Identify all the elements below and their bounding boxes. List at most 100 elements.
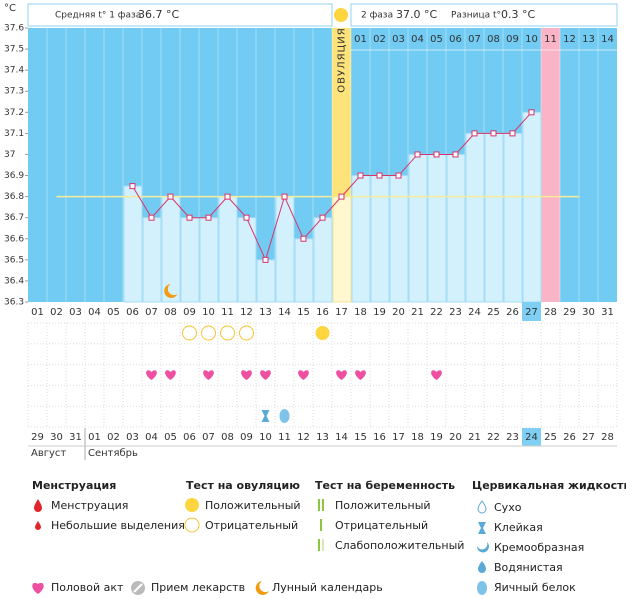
phase2-day-label: 01 (354, 34, 367, 45)
y-tick-label: 36.8 (4, 192, 24, 202)
date-label: 20 (449, 432, 462, 443)
x-tick-label: 29 (563, 307, 576, 318)
temperature-bar (237, 217, 257, 303)
header-label: Разница t° (451, 11, 501, 21)
ovulation-icon (334, 8, 348, 22)
phase2-day-label: 09 (506, 34, 519, 45)
legend-title: Цервикальная жидкость (472, 479, 626, 492)
temperature-bar (332, 196, 352, 303)
temperature-bar (522, 111, 542, 303)
intercourse (165, 370, 176, 380)
phase2-day-label: 03 (392, 34, 405, 45)
temperature-point (262, 256, 269, 263)
legend-item: Лунный календарь (272, 581, 383, 594)
x-tick-label: 27 (525, 307, 538, 318)
x-tick-label: 22 (430, 307, 443, 318)
x-tick-label: 09 (183, 307, 196, 318)
intercourse (241, 370, 252, 380)
temperature-bar (427, 153, 447, 303)
phase2-day-label: 06 (449, 34, 462, 45)
legend-icon (35, 521, 41, 530)
temperature-bar (408, 153, 428, 303)
temperature-bar (370, 175, 390, 303)
temperature-point (414, 151, 421, 158)
legend-item: Сухо (494, 501, 522, 514)
temperature-point (376, 172, 383, 179)
legend-icon (478, 561, 486, 573)
header-label: Средняя t° 1 фаза (55, 11, 141, 21)
header-box (27, 3, 333, 27)
date-label: 10 (259, 432, 272, 443)
intercourse (203, 370, 214, 380)
x-tick-label: 26 (506, 307, 519, 318)
phase2-day-label: 13 (582, 34, 595, 45)
x-tick-label: 12 (240, 307, 253, 318)
date-label: 21 (468, 432, 481, 443)
date-label: 07 (202, 432, 215, 443)
temperature-bar (389, 175, 409, 303)
y-tick-label: 37.2 (4, 108, 24, 118)
date-label: 14 (335, 432, 348, 443)
temperature-bar (218, 196, 238, 303)
y-tick-label: 37.1 (4, 129, 24, 139)
legend-icon (322, 499, 324, 511)
temperature-point (300, 235, 307, 242)
temperature-point (357, 172, 364, 179)
temperature-bar (465, 132, 485, 303)
x-tick-label: 14 (278, 307, 291, 318)
legend-icon (184, 517, 200, 533)
legend-icon (318, 499, 320, 511)
date-label: 02 (107, 432, 120, 443)
temperature-point (338, 193, 345, 200)
date-label: 24 (525, 432, 538, 443)
x-tick-label: 17 (335, 307, 348, 318)
y-tick-label: 37.4 (4, 66, 24, 76)
temperature-bar (256, 259, 276, 303)
legend-item: Прием лекарств (151, 581, 245, 594)
legend-item: Менструация (51, 499, 128, 512)
temperature-bar (351, 175, 371, 303)
x-tick-label: 04 (88, 307, 101, 318)
date-label: 13 (316, 432, 329, 443)
temperature-point (129, 183, 136, 190)
today-date-highlight (522, 428, 541, 446)
temperature-bar (199, 217, 219, 303)
x-tick-label: 18 (354, 307, 367, 318)
intercourse (355, 370, 366, 380)
temperature-point (319, 214, 326, 221)
x-tick-label: 19 (373, 307, 386, 318)
x-tick-label: 07 (145, 307, 158, 318)
legend-item: Положительный (335, 499, 431, 512)
legend-item: Водянистая (494, 561, 563, 574)
x-tick-label: 10 (202, 307, 215, 318)
phase2-day-label: 14 (601, 34, 614, 45)
ovulation-test-positive (315, 326, 330, 340)
legend-item: Небольшие выделения (51, 519, 185, 532)
date-label: 04 (145, 432, 158, 443)
temperature-point (281, 193, 288, 200)
x-tick-label: 01 (31, 307, 44, 318)
legend-icon (477, 581, 487, 595)
date-label: 11 (278, 432, 291, 443)
legend-icon (133, 583, 143, 593)
header-label: 2 фаза (361, 11, 393, 21)
temperature-point (148, 214, 155, 221)
intercourse (336, 370, 347, 380)
intercourse (146, 370, 157, 380)
y-tick-label: 37.6 (4, 24, 24, 34)
date-label: 09 (240, 432, 253, 443)
date-label: 23 (506, 432, 519, 443)
date-label: 27 (582, 432, 595, 443)
ovulation-test-negative (239, 325, 254, 341)
x-tick-label: 23 (449, 307, 462, 318)
header-value: 36.7 °C (138, 8, 179, 21)
x-tick-label: 16 (316, 307, 329, 318)
lunar (164, 284, 178, 298)
temperature-bar (313, 217, 333, 303)
today-highlight (522, 302, 541, 321)
temperature-bar (180, 217, 200, 303)
temperature-point (167, 193, 174, 200)
legend-icon (478, 522, 486, 534)
date-label: 15 (354, 432, 367, 443)
temperature-point (452, 151, 459, 158)
